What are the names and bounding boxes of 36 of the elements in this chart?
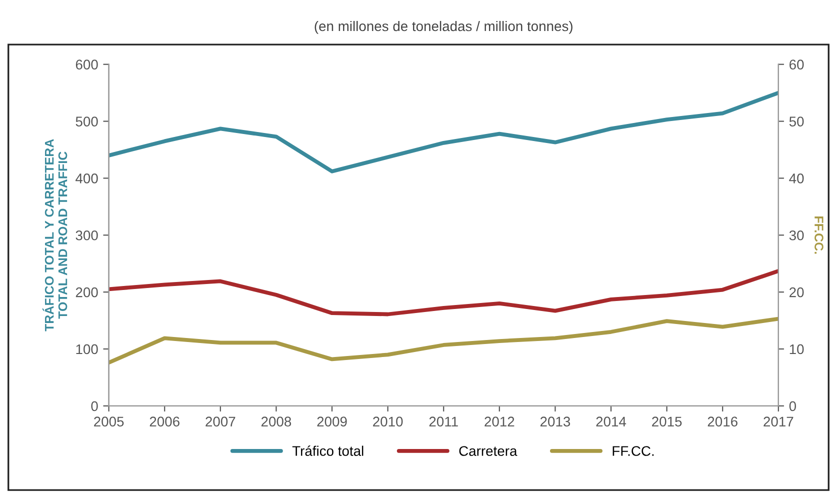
legend-label: FF.CC. xyxy=(612,446,654,456)
y2-tick-label: 40 xyxy=(789,174,804,184)
y2-tick-label: 0 xyxy=(789,401,796,412)
y2-tick-label: 50 xyxy=(789,116,804,126)
legend-label: Tráfico total xyxy=(292,446,364,456)
y-tick-label: 400 xyxy=(76,174,98,184)
x-tick-label: 2014 xyxy=(596,416,626,427)
x-tick-label: 2012 xyxy=(484,416,514,427)
x-tick-label: 2013 xyxy=(540,416,570,427)
y-tick-label: 500 xyxy=(76,116,98,126)
y2-tick-label: 10 xyxy=(790,344,804,354)
y-tick-label: 300 xyxy=(76,230,98,240)
x-tick-label: 2006 xyxy=(150,416,180,427)
x-tick-label: 2008 xyxy=(261,416,292,427)
y-tick-label: 100 xyxy=(76,344,98,354)
y2-tick-label: 30 xyxy=(789,230,804,240)
chart-title: (en millones de toneladas / million tonnes) xyxy=(314,20,572,34)
y-tick-label: 600 xyxy=(76,60,98,70)
x-tick-label: 2007 xyxy=(206,416,236,427)
y-axis-title: TRÁFICO TOTAL Y CARRETERA TOTAL AND ROAD TRAFFIC xyxy=(42,139,68,332)
x-tick-label: 2016 xyxy=(708,416,738,427)
x-tick-label: 2009 xyxy=(317,416,347,427)
y2-tick-label: 20 xyxy=(790,287,804,298)
y2-axis-title: FF.CC. xyxy=(814,216,824,254)
y-tick-label: 200 xyxy=(76,287,98,298)
line-series xyxy=(108,316,778,365)
x-tick-label: 2015 xyxy=(652,416,682,427)
line-series xyxy=(108,269,778,316)
x-tick-label: 2011 xyxy=(429,416,458,427)
y-tick-label: 0 xyxy=(91,401,98,412)
line-series xyxy=(108,90,778,174)
x-tick-label: 2005 xyxy=(94,416,124,427)
legend-label: Carretera xyxy=(459,446,518,456)
y2-tick-label: 60 xyxy=(790,60,804,70)
x-tick-label: 2017 xyxy=(764,416,794,427)
x-tick-label: 2010 xyxy=(373,416,403,427)
